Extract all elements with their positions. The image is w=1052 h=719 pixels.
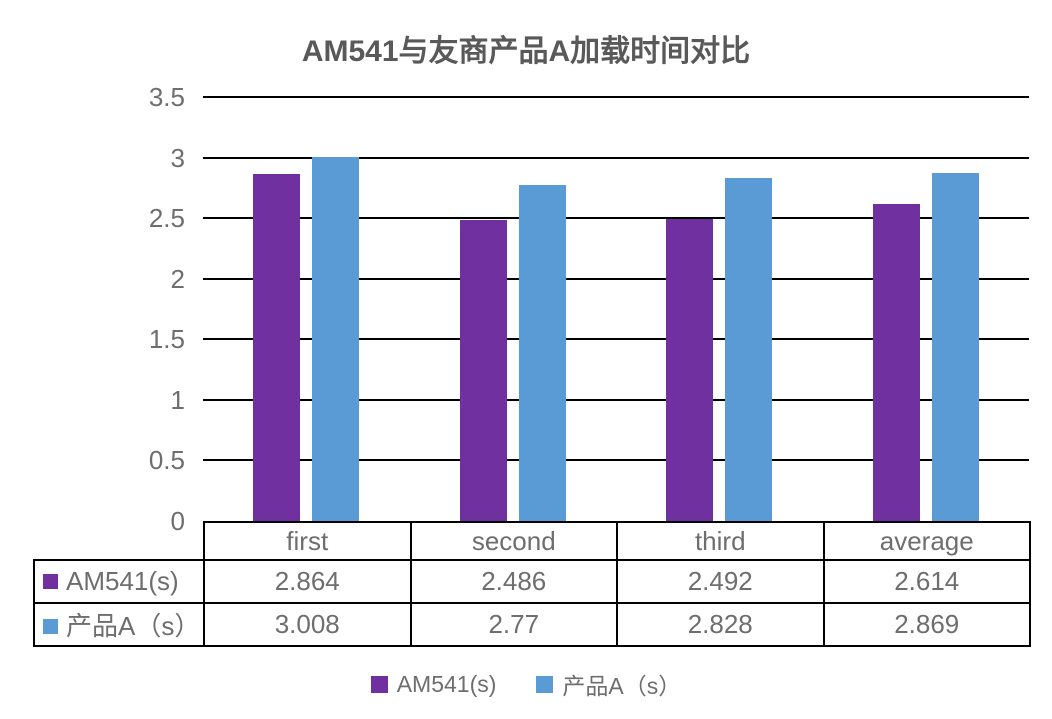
- category-header-cell: third: [616, 521, 825, 561]
- bar: [312, 156, 360, 521]
- legend: AM541(s) 产品A（s）: [0, 666, 1052, 702]
- bar: [253, 174, 301, 521]
- value-cell: 2.869: [822, 602, 1031, 647]
- series-row-header: 产品A（s）: [33, 602, 205, 647]
- table-row: AM541(s) 2.864 2.486 2.492 2.614: [33, 559, 1031, 604]
- bar: [931, 173, 979, 521]
- legend-item: 产品A（s）: [536, 667, 681, 701]
- y-tick-label: 2: [170, 263, 185, 294]
- bar: [872, 204, 920, 521]
- gridline: [203, 277, 1029, 280]
- bar: [459, 219, 507, 521]
- category-header-cell: second: [409, 521, 618, 561]
- gridline: [203, 217, 1029, 220]
- y-tick-label: 1.5: [148, 324, 185, 355]
- value-cell: 2.492: [616, 559, 825, 604]
- series-swatch-icon: [43, 618, 58, 634]
- data-table: first second third average AM541(s) 2.864 2.48…: [33, 521, 1031, 647]
- y-tick-label: 3.5: [148, 82, 185, 112]
- value-cell: 2.77: [409, 602, 618, 647]
- series-row-header: AM541(s): [33, 559, 205, 604]
- bar: [666, 219, 714, 521]
- category-header-cell: average: [822, 521, 1031, 561]
- bar: [725, 178, 773, 521]
- y-tick-label: 2.5: [148, 203, 185, 234]
- gridline: [203, 398, 1029, 401]
- gridline: [203, 156, 1029, 159]
- bar: [518, 185, 566, 521]
- plot-area: [203, 96, 1029, 521]
- value-cell: 2.486: [409, 559, 618, 604]
- gridline: [203, 459, 1029, 462]
- legend-item: AM541(s): [370, 670, 497, 698]
- y-tick-label: 3: [170, 142, 185, 173]
- y-tick-label: 0: [170, 506, 185, 536]
- series-name-label: 产品A（s）: [66, 611, 201, 641]
- chart-title: AM541与友商产品A加载时间对比: [301, 35, 751, 68]
- legend-label: 产品A（s）: [562, 673, 682, 699]
- gridline: [203, 96, 1029, 98]
- value-cell: 3.008: [203, 602, 412, 647]
- legend-swatch-icon: [536, 675, 554, 693]
- table-row: 产品A（s） 3.008 2.77 2.828 2.869: [33, 602, 1031, 647]
- y-tick-label: 1: [170, 384, 185, 415]
- value-cell: 2.864: [203, 559, 412, 604]
- y-tick-label: 0.5: [148, 445, 185, 476]
- value-cell: 2.614: [822, 559, 1031, 604]
- series-name-label: AM541(s): [66, 566, 179, 596]
- legend-label: AM541(s): [396, 670, 497, 697]
- table-corner-spacer: [34, 522, 204, 560]
- category-header-cell: first: [203, 521, 412, 561]
- value-cell: 2.828: [616, 602, 825, 647]
- table-header-row: first second third average: [34, 521, 1031, 561]
- gridline: [203, 338, 1029, 341]
- series-swatch-icon: [43, 573, 58, 589]
- legend-swatch-icon: [370, 675, 388, 693]
